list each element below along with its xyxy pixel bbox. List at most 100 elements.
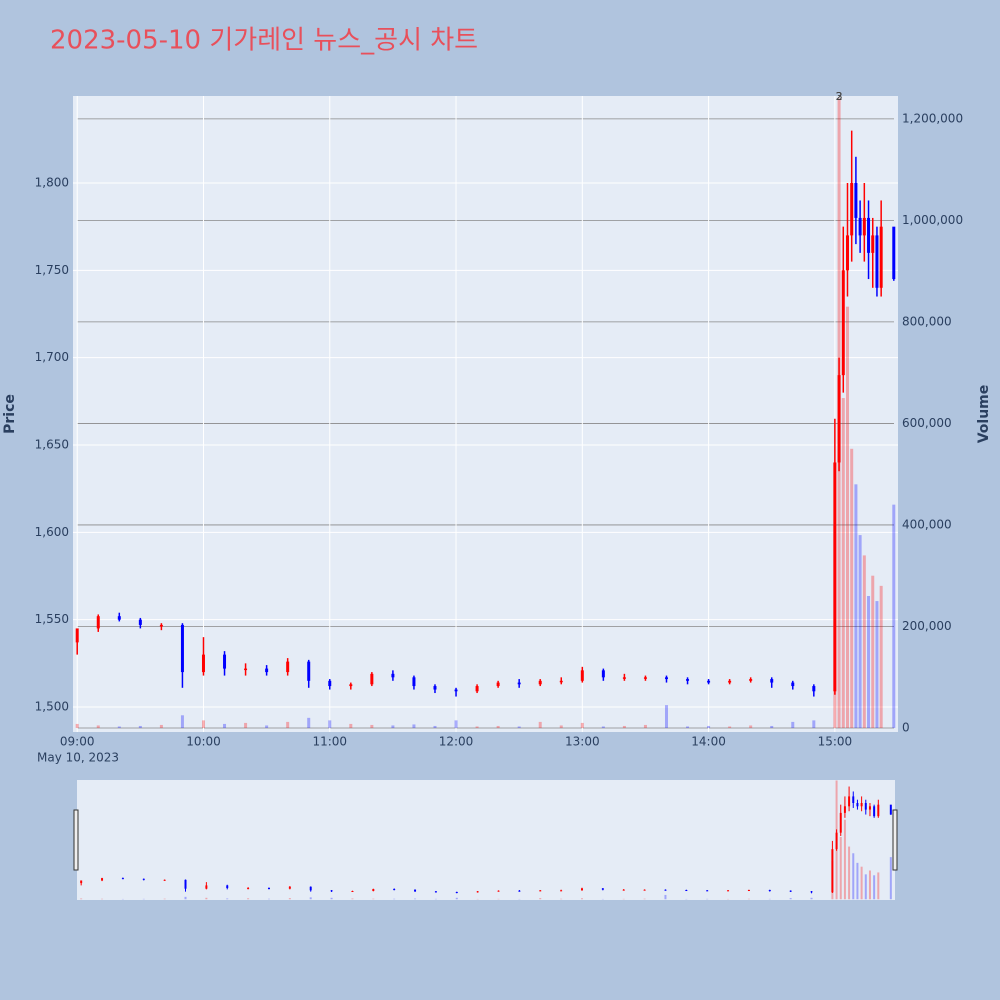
candle-body	[159, 624, 163, 627]
volume-bar	[538, 721, 542, 728]
volume-bar	[496, 725, 500, 728]
mini-candle-body	[476, 891, 479, 893]
mini-volume-bar	[860, 866, 863, 900]
mini-candle-body	[835, 832, 838, 850]
mini-volume-bar	[810, 897, 813, 900]
candle-body	[475, 686, 479, 692]
volume-bar	[664, 705, 668, 728]
range-handle-right[interactable]	[892, 809, 898, 871]
y2-tick-label: 200,000	[902, 619, 952, 633]
x-tick-label: 09:00	[60, 735, 95, 749]
candle-body	[791, 682, 795, 687]
volume-bar	[286, 721, 290, 728]
y2-tick-label: 800,000	[902, 314, 952, 328]
mini-volume-bar	[414, 898, 417, 900]
mini-candle-body	[622, 889, 625, 891]
range-handle-left[interactable]	[73, 809, 79, 871]
volume-bar	[601, 726, 605, 728]
x-tick-label: 14:00	[691, 735, 726, 749]
mini-candle-body	[351, 891, 354, 893]
mini-volume-bar	[80, 898, 83, 900]
mini-candle-body	[539, 890, 542, 892]
candle-body	[892, 226, 896, 280]
volume-bar	[728, 726, 732, 728]
volume-bar	[862, 555, 866, 728]
volume-bar	[854, 484, 858, 728]
mini-volume-bar	[539, 898, 542, 900]
mini-candle-body	[518, 890, 521, 892]
volume-bar	[559, 725, 563, 728]
volume-bar	[643, 724, 647, 728]
mini-volume-bar	[873, 875, 876, 900]
y2-tick-label: 1,200,000	[902, 111, 963, 125]
candle-body	[538, 680, 542, 685]
y2-tick-label: 1,000,000	[902, 213, 963, 227]
mini-candle-body	[643, 889, 646, 891]
mini-candle-body	[848, 796, 851, 807]
mini-volume-bar	[856, 862, 859, 900]
volume-bar	[159, 724, 163, 728]
y2-tick-label: 0	[902, 720, 910, 734]
mini-candle-body	[247, 888, 250, 890]
chart-title: 2023-05-10 기가레인 뉴스_공시 차트	[50, 26, 478, 56]
volume-bar	[749, 725, 753, 728]
y2-tick-label: 400,000	[902, 517, 952, 531]
mini-volume-bar	[205, 897, 208, 900]
volume-bar	[622, 725, 626, 728]
mini-candle-body	[184, 879, 187, 889]
mini-candle-body	[856, 803, 859, 807]
candle-body	[845, 235, 849, 271]
candle-body	[328, 680, 332, 687]
volume-bar	[812, 720, 816, 728]
volume-bar	[138, 725, 142, 728]
candle-body	[96, 616, 100, 629]
volume-bar	[867, 596, 871, 728]
volume-bar	[875, 601, 879, 728]
mini-candle-body	[810, 891, 813, 893]
mini-candle-body	[121, 878, 124, 880]
mini-candle-body	[831, 849, 834, 893]
candle-body	[664, 677, 668, 680]
mini-candle-body	[372, 889, 375, 892]
candle-body	[837, 375, 841, 463]
volume-bar	[244, 722, 248, 728]
candle-body	[854, 182, 858, 218]
volume-bar	[879, 585, 883, 728]
mini-volume-bar	[864, 874, 867, 900]
candle-body	[601, 670, 605, 678]
mini-candle-body	[877, 804, 880, 817]
y-tick-label: 1,750	[35, 263, 69, 277]
volume-bar	[871, 575, 875, 728]
mini-candle-body	[80, 880, 83, 884]
range-slider[interactable]	[77, 780, 895, 900]
volume-bar	[96, 725, 100, 728]
candle-body	[871, 235, 875, 253]
mini-candle-body	[843, 806, 846, 813]
volume-bar	[391, 725, 395, 728]
volume-bar	[328, 720, 332, 728]
candle-body	[433, 686, 437, 690]
mini-volume-bar	[455, 897, 458, 900]
mini-volume-bar	[288, 898, 291, 900]
mini-volume-bar	[843, 819, 846, 900]
x-date-label: May 10, 2023	[37, 751, 119, 765]
volume-bar	[770, 725, 774, 728]
candle-body	[307, 661, 311, 681]
candle-body	[622, 677, 626, 679]
mini-volume-bar	[226, 898, 229, 900]
volume-bar	[349, 723, 353, 728]
volume-bar	[892, 504, 896, 728]
mini-candle-body	[789, 890, 792, 892]
candle-body	[850, 182, 854, 236]
volume-bar	[850, 448, 854, 728]
candle-body	[117, 616, 121, 620]
candle-body	[812, 686, 816, 692]
mini-candle-body	[497, 890, 500, 892]
mini-candle-body	[142, 878, 145, 880]
candle-body	[749, 679, 753, 681]
annotation: 2	[836, 90, 843, 103]
mini-candle-body	[706, 890, 709, 892]
mini-candle-body	[873, 806, 876, 817]
mini-candle-body	[455, 891, 458, 893]
